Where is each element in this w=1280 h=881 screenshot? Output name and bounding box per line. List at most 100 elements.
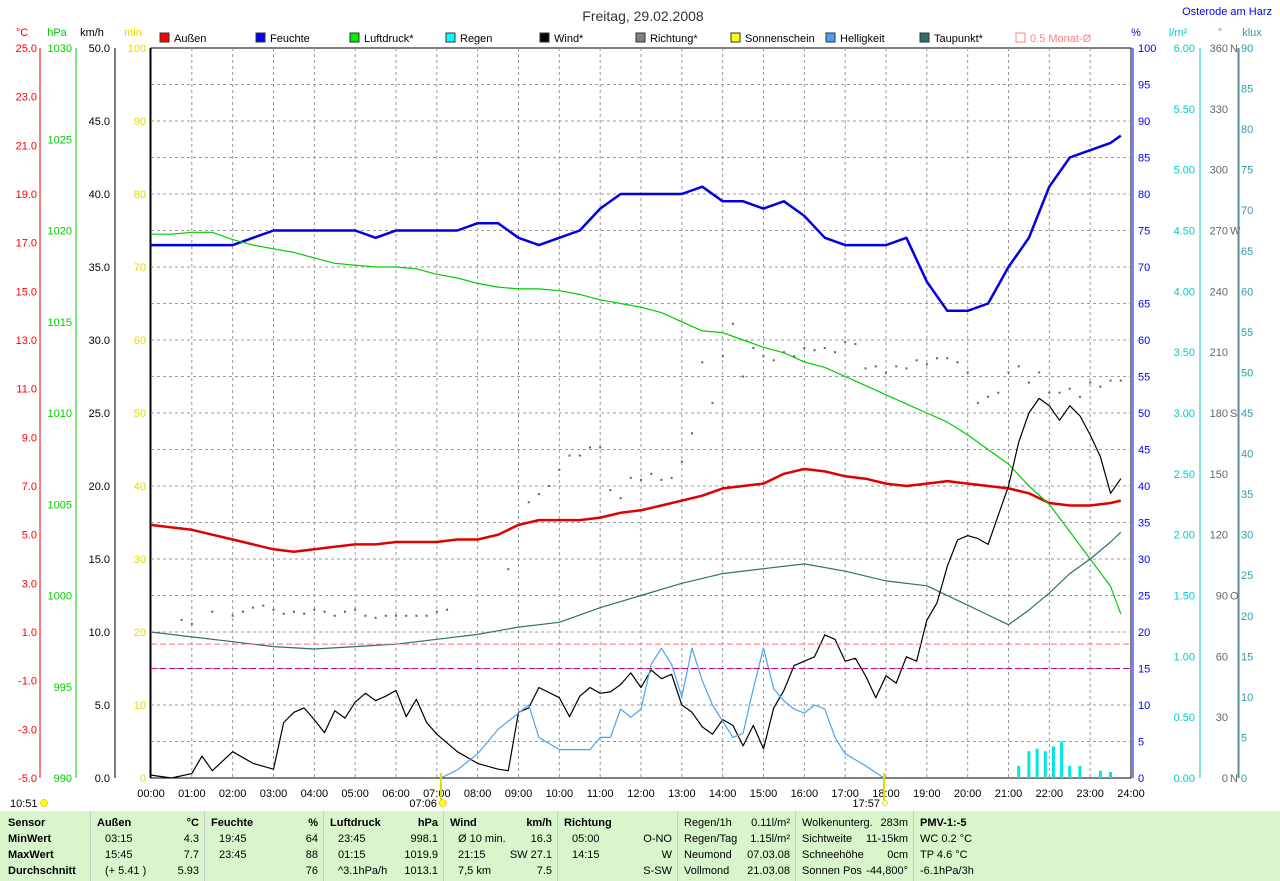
bright-tick-label: 60 (1241, 286, 1253, 298)
sun-tick-label: 20 (134, 627, 146, 639)
x-tick-label: 18:00 (872, 788, 900, 800)
x-tick-label: 21:00 (995, 788, 1023, 800)
direction-dot (1048, 391, 1051, 394)
direction-dot (772, 359, 775, 362)
direction-dot (987, 395, 990, 398)
bright-tick-label: 85 (1241, 84, 1253, 96)
info-column: Feuchte% 19:45 64 23:45 88 76 (204, 811, 324, 881)
bright-tick-label: 0 (1241, 773, 1247, 785)
direction-letter-label: O (1230, 591, 1239, 603)
direction-dot (292, 610, 295, 613)
legend-label: Außen (174, 33, 206, 45)
bright-tick-label: 40 (1241, 449, 1253, 461)
direction-dot (711, 401, 714, 404)
direction-tick-label: 270 (1210, 226, 1228, 238)
x-tick-label: 02:00 (219, 788, 247, 800)
legend-label: Sonnenschein (745, 33, 815, 45)
info-row: Vollmond 21.03.08 (678, 863, 796, 879)
wind-tick-label: 20.0 (89, 481, 110, 493)
direction-dot (241, 610, 244, 613)
info-row-value: S-SW (643, 865, 672, 877)
direction-tick-label: 360 (1210, 43, 1228, 55)
axis-unit-label: °C (16, 27, 28, 39)
axis-unit-label: l/m² (1169, 27, 1188, 39)
rain-bar (1017, 765, 1021, 778)
direction-dot (282, 612, 285, 615)
direction-dot (609, 489, 612, 492)
info-row-value: 283m (880, 817, 908, 829)
info-row-value: -44,800° (866, 865, 908, 877)
humidity-tick-label: 50 (1138, 408, 1150, 420)
rain-bar (1109, 771, 1113, 778)
direction-dot (190, 622, 193, 625)
direction-dot (813, 349, 816, 352)
info-row-text: Durchschnitt (8, 865, 76, 877)
pressure-tick-label: 1030 (48, 43, 72, 55)
direction-dot (1007, 371, 1010, 374)
info-row-label: Vollmond (684, 865, 730, 877)
wind-tick-label: 25.0 (89, 408, 110, 420)
info-row-text: MinWert (8, 833, 52, 845)
info-row: 21:15 SW 27.1 (444, 847, 558, 863)
direction-dot (905, 367, 908, 370)
info-row: Regen/Tag 1.15l/m² (678, 831, 796, 847)
info-row: Wolkenunterg. 283m (796, 815, 914, 831)
humidity-tick-label: 30 (1138, 554, 1150, 566)
sun-tick-label: 40 (134, 481, 146, 493)
x-tick-label: 20:00 (954, 788, 982, 800)
direction-dot (874, 365, 877, 368)
direction-tick-label: 180 (1210, 408, 1228, 420)
rain-bar (1068, 765, 1072, 778)
info-row-text: WC 0.2 °C (920, 833, 973, 845)
info-column: Wind km/h Ø 10 min. 16.3 21:15 SW 27.1 7,5 km 7… (443, 811, 558, 881)
humidity-tick-label: 100 (1138, 43, 1156, 55)
temp-tick-label: 13.0 (16, 335, 37, 347)
legend-swatch (349, 32, 360, 43)
x-tick-label: 00:00 (137, 788, 165, 800)
x-axis: 00:00 01:00 02:00 03:00 04:00 05:00 06:00 07:00… (10, 773, 1145, 810)
sun-tick-label: 60 (134, 335, 146, 347)
info-row-label: 21:15 (458, 849, 486, 861)
info-row: 01:15 1019.9 (324, 847, 444, 863)
direction-dot (640, 478, 642, 481)
humidity-tick-label: 25 (1138, 591, 1150, 603)
axis-unit-label: min (124, 27, 142, 39)
direction-dot (252, 606, 255, 609)
direction-tick-label: 330 (1210, 104, 1228, 116)
pressure-tick-label: 1020 (48, 226, 72, 238)
humidity-tick-label: 70 (1138, 262, 1150, 274)
direction-tick-label: 150 (1210, 469, 1228, 481)
temp-tick-label: 15.0 (16, 286, 37, 298)
info-row: S-SW (558, 863, 678, 879)
direction-dot (1089, 381, 1092, 384)
info-row: 23:45 88 (205, 847, 324, 863)
humidity-tick-label: 10 (1138, 700, 1150, 712)
direction-letter-label: N (1230, 773, 1238, 785)
legend-label: Wind* (554, 33, 584, 45)
info-row-label: ^3.1hPa/h (338, 865, 388, 877)
legend-label: Richtung* (650, 33, 698, 45)
bright-tick-label: 20 (1241, 611, 1253, 623)
direction-dot (354, 608, 357, 611)
direction-dot (384, 614, 387, 617)
direction-dot (333, 614, 336, 617)
sun-tick-label: 30 (134, 554, 146, 566)
statistics-panel: Sensor MinWert MaxWert Durchschnitt Außen °C 0… (0, 811, 1280, 881)
info-row-value: 1013.1 (404, 865, 438, 877)
direction-tick-label: 90 (1216, 591, 1228, 603)
info-row-label: Wolkenunterg. (802, 817, 873, 829)
info-row-label: Neumond (684, 849, 732, 861)
x-tick-label: 11:00 (587, 788, 614, 800)
info-row: Sonnen Pos -44,800° (796, 863, 914, 879)
direction-dot (793, 355, 796, 358)
location-label: Osterode am Harz (1182, 6, 1272, 18)
pressure-tick-label: 990 (54, 773, 72, 785)
pressure-tick-label: 1025 (48, 134, 72, 146)
direction-dot (803, 347, 806, 350)
chart-title: Freitag, 29.02.2008 (582, 8, 704, 24)
x-tick-label: 07:00 (423, 788, 451, 800)
direction-dot (558, 468, 561, 471)
series-line-helligkeit (440, 647, 885, 779)
direction-dot (650, 472, 653, 475)
direction-dot (1099, 385, 1102, 388)
